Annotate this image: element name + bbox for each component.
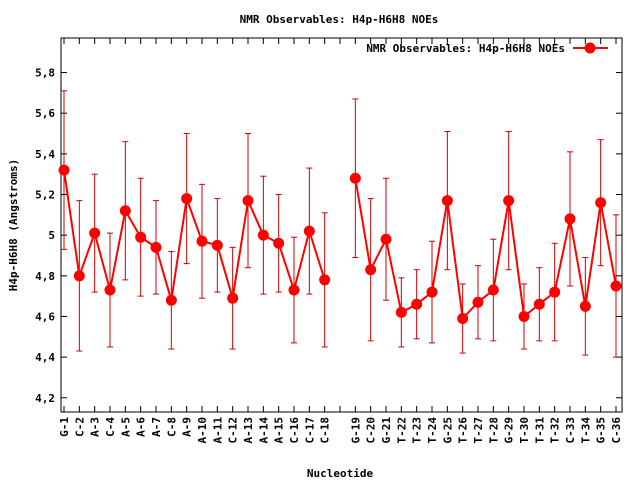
- x-tick-label: A-13: [242, 417, 255, 444]
- data-point: [104, 284, 116, 296]
- y-tick-label: 4,4: [35, 351, 55, 364]
- x-tick-label: T-34: [579, 417, 592, 444]
- data-point: [595, 197, 607, 209]
- x-tick-label: C-16: [288, 417, 301, 444]
- x-tick-label: T-28: [487, 417, 500, 444]
- x-tick-label: C-2: [73, 417, 86, 437]
- x-tick-label: A-7: [150, 417, 163, 437]
- x-tick-label: C-8: [165, 417, 178, 437]
- data-point: [579, 300, 591, 312]
- x-tick-label: T-26: [457, 417, 470, 444]
- y-tick-label: 5: [48, 229, 55, 242]
- x-tick-label: T-27: [472, 417, 485, 444]
- legend-label: NMR Observables: H4p-H6H8 NOEs: [366, 42, 565, 55]
- x-tick-label: A-3: [89, 417, 102, 437]
- x-tick-label: A-14: [257, 417, 270, 444]
- data-point: [165, 294, 177, 306]
- x-tick-label: T-31: [533, 417, 546, 444]
- data-point: [89, 227, 101, 239]
- x-tick-label: A-15: [273, 417, 286, 444]
- data-point: [518, 310, 530, 322]
- x-tick-label: T-30: [518, 417, 531, 444]
- x-tick-label: C-12: [227, 417, 240, 444]
- data-point: [503, 195, 515, 207]
- data-point: [533, 298, 545, 310]
- y-axis: 4,2 4,4 4,6 4,8 5 5,2 5,4 5,6 5,8: [35, 67, 622, 405]
- data-point: [150, 241, 162, 253]
- data-point: [58, 164, 70, 176]
- data-point: [380, 233, 392, 245]
- data-point: [411, 298, 423, 310]
- data-point: [119, 205, 131, 217]
- data-point: [487, 284, 499, 296]
- x-axis-label: Nucleotide: [307, 467, 374, 480]
- data-point: [181, 193, 193, 205]
- x-tick-label: A-11: [211, 417, 224, 444]
- data-point: [211, 239, 223, 251]
- data-point: [457, 313, 469, 324]
- y-tick-label: 4,8: [35, 270, 55, 283]
- x-tick-label: A-5: [119, 417, 132, 437]
- data-point: [472, 296, 484, 308]
- series-line: [63, 169, 326, 301]
- x-tick-label: G-25: [441, 417, 454, 444]
- data-point: [426, 286, 438, 298]
- x-tick-label: G-29: [503, 417, 516, 444]
- x-tick-label: C-18: [319, 417, 332, 444]
- x-tick-label: A-6: [135, 417, 148, 437]
- x-tick-label: C-20: [365, 417, 378, 444]
- data-point: [441, 195, 453, 207]
- x-axis: G-1 C-2 A-3 C-4 A-5 A-6 A-7 C-8 A-9 A-10 A-11 C-12 A…: [58, 38, 623, 444]
- x-tick-label: G-21: [380, 417, 393, 444]
- data-point: [365, 264, 377, 276]
- series-line: [354, 178, 617, 321]
- data-point: [135, 231, 147, 243]
- data-point: [395, 306, 407, 318]
- x-tick-label: T-22: [395, 417, 408, 444]
- x-tick-label: A-9: [181, 417, 194, 437]
- data-point: [319, 274, 331, 286]
- data-point: [288, 284, 300, 296]
- data-point: [549, 286, 561, 298]
- plot-border: [60, 37, 623, 413]
- data-point: [610, 280, 622, 292]
- x-tick-label: C-4: [104, 417, 117, 437]
- series-group: [58, 90, 622, 358]
- x-tick-label: C-17: [303, 417, 316, 444]
- x-tick-label: T-24: [426, 417, 439, 444]
- data-point: [564, 213, 576, 225]
- legend-marker: [584, 42, 596, 54]
- y-axis-label: H4p-H6H8 (Angstroms): [7, 159, 20, 291]
- data-point: [73, 270, 85, 282]
- x-tick-label: T-32: [549, 417, 562, 444]
- x-tick-label: G-19: [349, 417, 362, 444]
- data-point: [242, 195, 254, 207]
- x-tick-label: T-23: [411, 417, 424, 444]
- y-tick-label: 5,8: [35, 67, 55, 80]
- x-tick-label: A-10: [196, 417, 209, 444]
- y-tick-label: 4,6: [35, 310, 55, 323]
- legend: NMR Observables: H4p-H6H8 NOEs: [366, 42, 608, 55]
- data-point: [273, 237, 285, 249]
- y-tick-label: 4,2: [35, 392, 55, 405]
- data-point: [227, 292, 239, 304]
- x-tick-label: G-1: [58, 417, 71, 437]
- x-tick-label: C-36: [610, 417, 623, 444]
- x-tick-label: G-35: [595, 417, 608, 444]
- data-point: [196, 235, 208, 247]
- data-point: [349, 172, 361, 184]
- y-tick-label: 5,6: [35, 107, 55, 120]
- y-tick-label: 5,4: [35, 148, 55, 161]
- data-point: [303, 225, 315, 237]
- chart-title: NMR Observables: H4p-H6H8 NOEs: [240, 13, 439, 26]
- y-tick-label: 5,2: [35, 189, 55, 202]
- x-tick-label: C-33: [564, 417, 577, 444]
- data-point: [257, 229, 269, 241]
- plot-frame: [60, 37, 623, 413]
